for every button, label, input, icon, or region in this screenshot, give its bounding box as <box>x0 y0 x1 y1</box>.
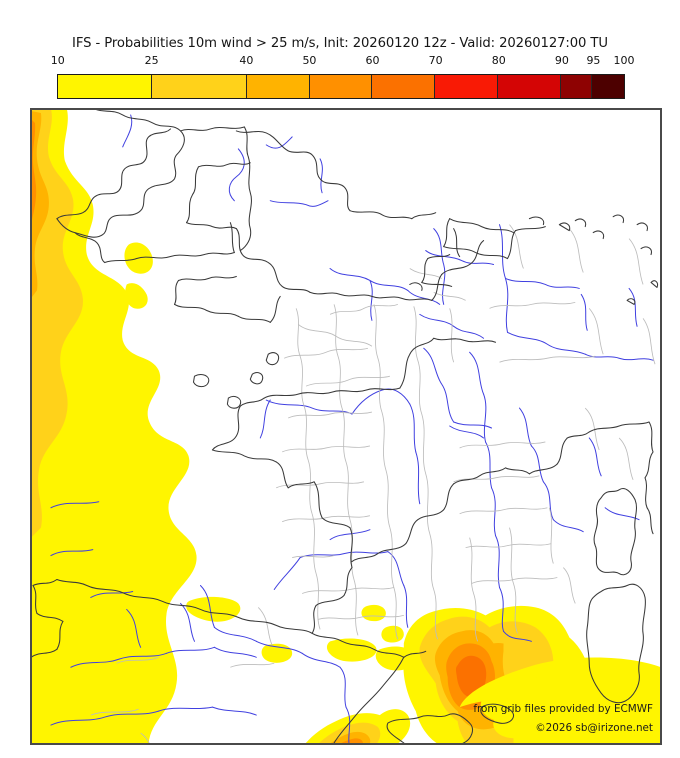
colorbar-tick-40: 40 <box>239 54 254 67</box>
prob-patch-languedoc-b <box>326 638 377 662</box>
credit-source: from grib files provided by ECMWF <box>473 703 653 715</box>
colorbar-band-80-90 <box>498 75 562 98</box>
prob-patch-herault <box>361 604 386 622</box>
colorbar-band-10-25 <box>58 75 153 98</box>
colorbar-tick-60: 60 <box>365 54 380 67</box>
prob-patch-languedoc-a <box>381 625 404 643</box>
colorbar-band-50-60 <box>309 75 373 98</box>
colorbar-band-60-70 <box>372 75 436 98</box>
prob-patch-bottomright-tail <box>499 663 661 722</box>
colorbar: 10 25 40 50 60 70 80 90 95 100 <box>51 54 635 100</box>
prob-ebro-50 <box>339 738 364 744</box>
colorbar-band-95-100 <box>592 75 624 98</box>
colorbar-tick-70: 70 <box>428 54 443 67</box>
colorbar-band-70-80 <box>435 75 499 98</box>
rivers-layer <box>50 114 654 744</box>
prob-band-atlantic-50 <box>31 118 37 227</box>
probability-shading-layer <box>31 109 661 744</box>
prob-patch-cantabria <box>186 596 241 622</box>
colorbar-tick-50: 50 <box>302 54 317 67</box>
colorbar-tick-100: 100 <box>613 54 635 67</box>
colorbar-swatches <box>57 74 625 99</box>
colorbar-tick-90: 90 <box>554 54 569 67</box>
weather-map-canvas[interactable] <box>31 109 661 744</box>
coastline-layer <box>31 109 659 744</box>
colorbar-band-90-95 <box>561 75 593 98</box>
colorbar-tick-labels: 10 25 40 50 60 70 80 90 95 100 <box>51 54 635 72</box>
prob-main-60 <box>455 655 487 698</box>
colorbar-tick-10: 10 <box>50 54 65 67</box>
colorbar-tick-95: 95 <box>586 54 601 67</box>
map-frame[interactable]: from grib files provided by ECMWF ©2026 … <box>30 108 662 745</box>
prob-patch-languedoc-c <box>261 643 293 663</box>
page-title: IFS - Probabilities 10m wind > 25 m/s, I… <box>72 36 608 51</box>
map-inner-frame <box>31 109 661 744</box>
colorbar-band-40-50 <box>246 75 310 98</box>
prob-band-atlantic-10 <box>31 109 197 744</box>
colorbar-tick-25: 25 <box>144 54 159 67</box>
colorbar-band-25-40 <box>152 75 247 98</box>
credit-copyright: ©2026 sb@irizone.net <box>535 722 653 734</box>
colorbar-tick-80: 80 <box>491 54 506 67</box>
prob-band-atlantic-40 <box>31 110 49 299</box>
prob-patch-ireland-coast <box>125 283 148 309</box>
admin-borders-layer <box>90 224 656 744</box>
